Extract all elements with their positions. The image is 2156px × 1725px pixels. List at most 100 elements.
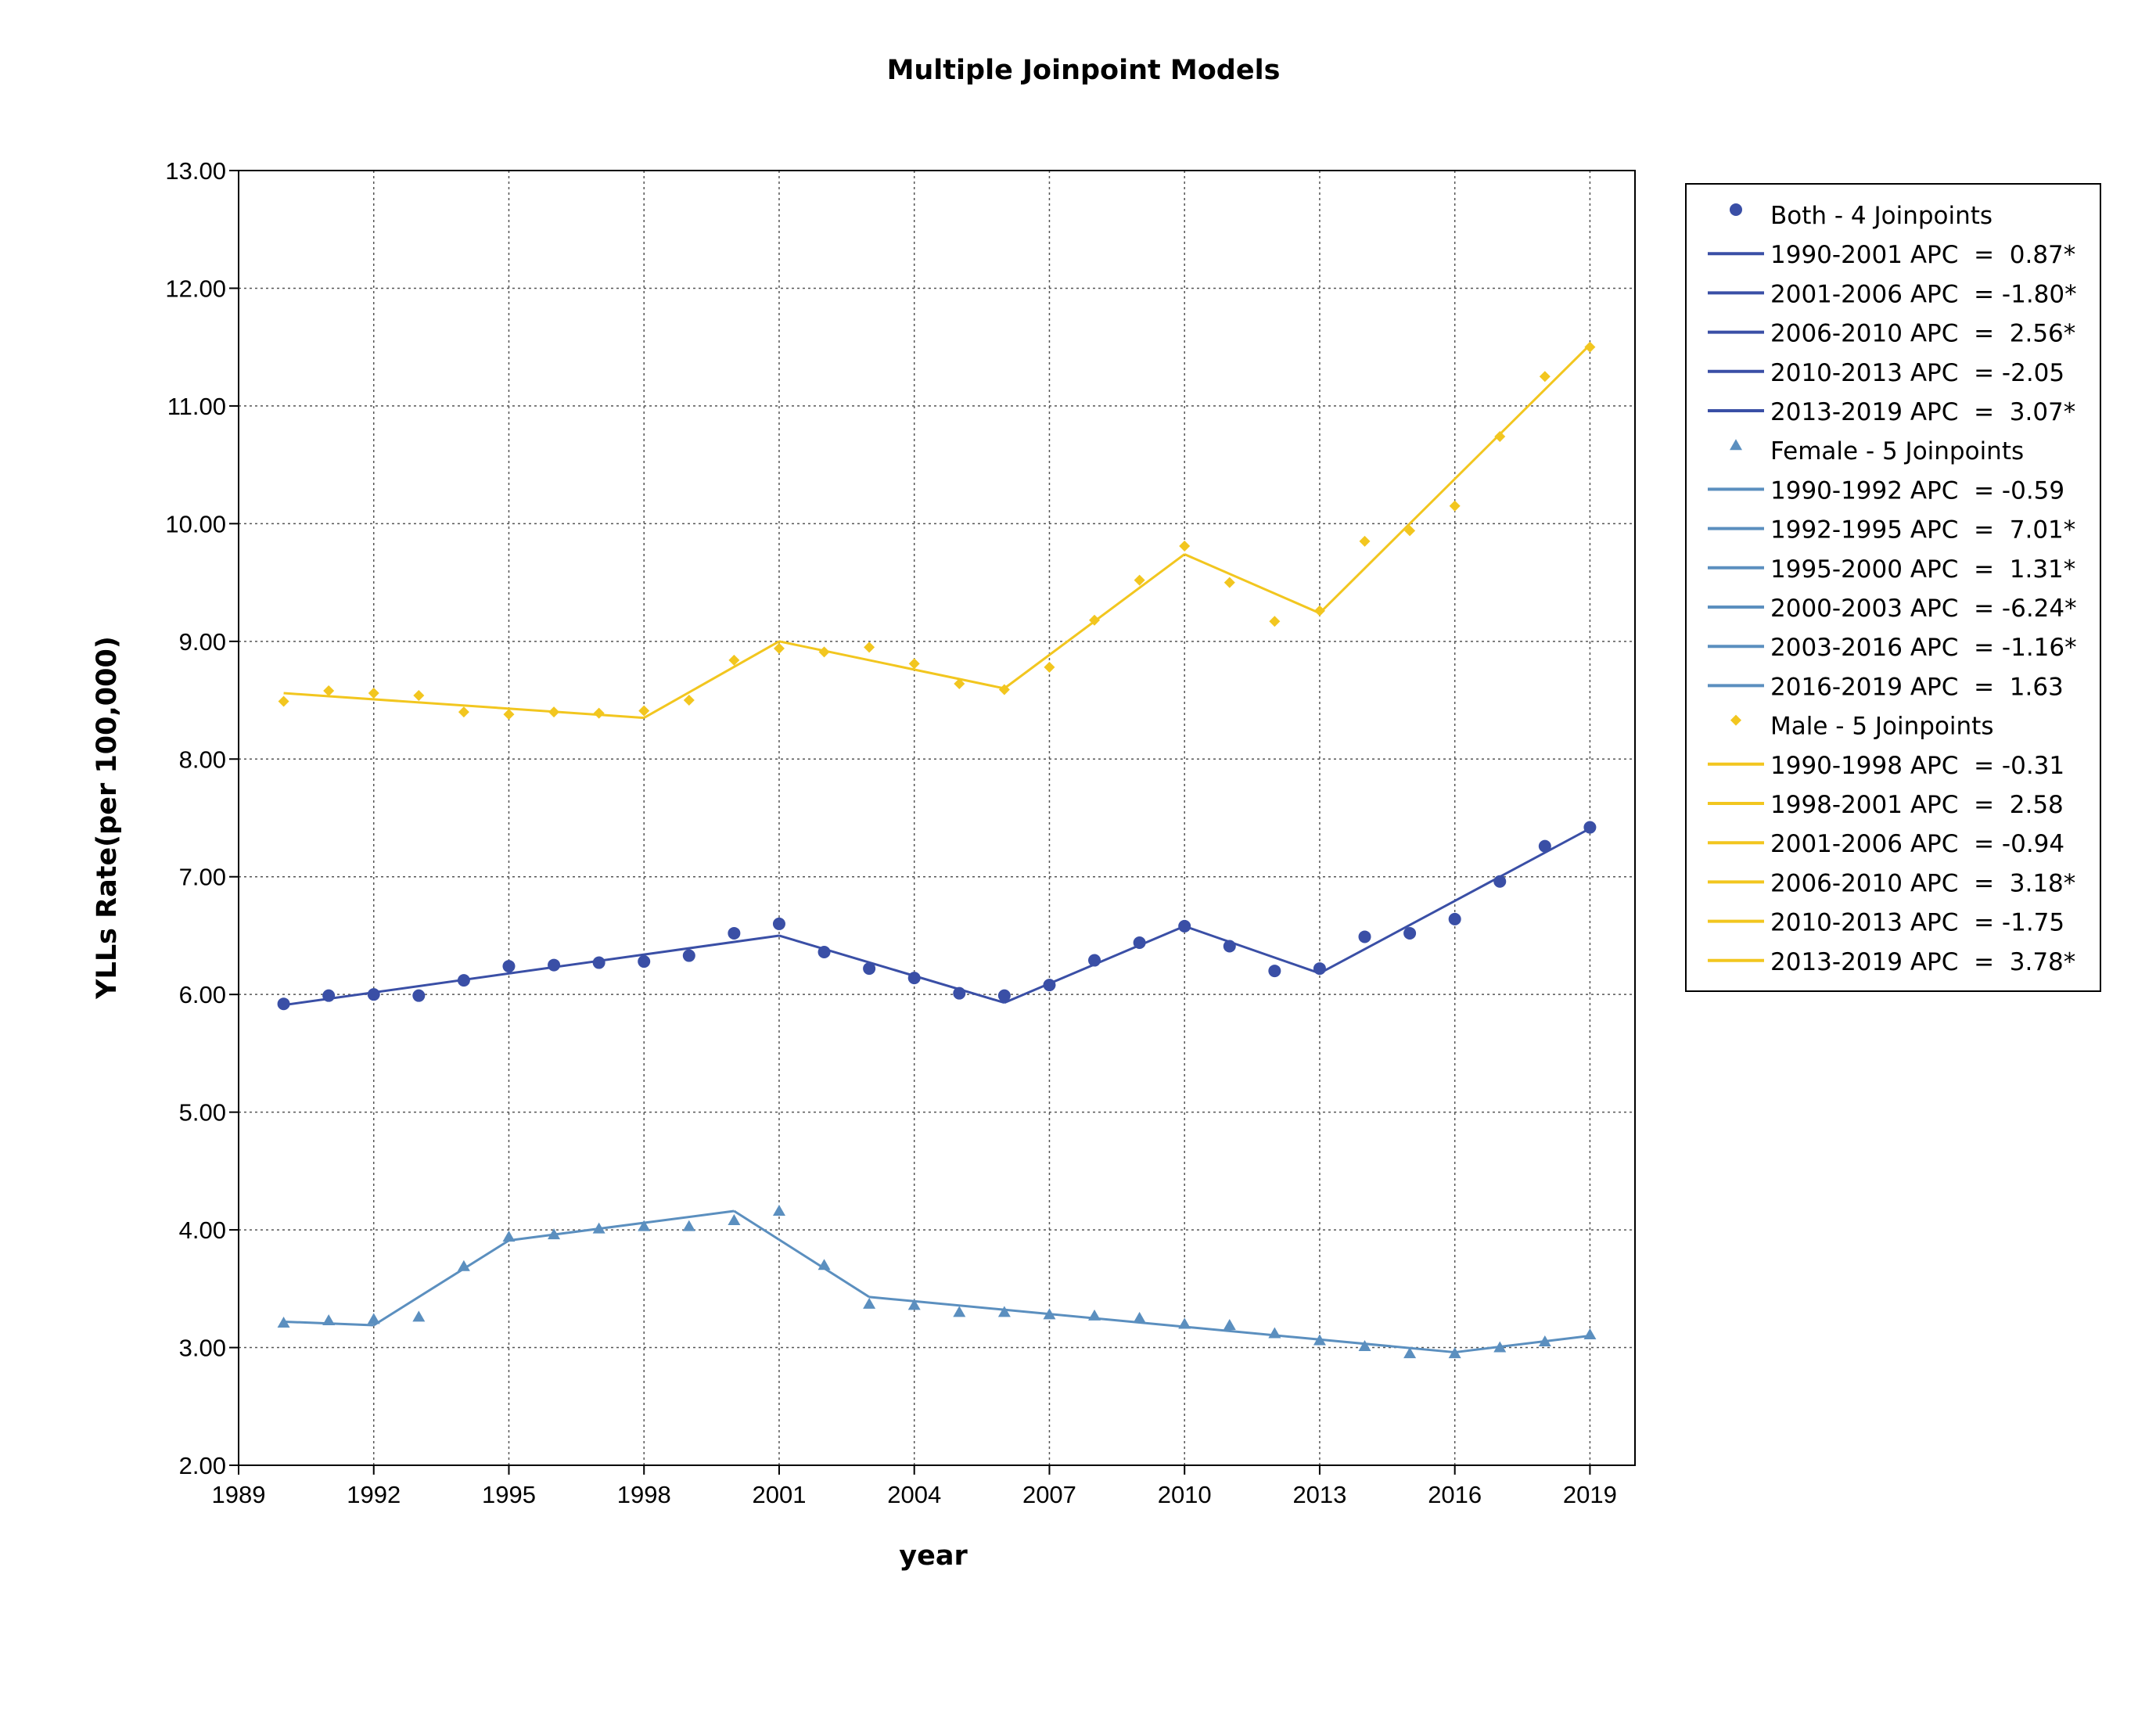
data-point-male (1269, 616, 1281, 627)
x-tick-label: 2016 (1428, 1481, 1482, 1508)
x-tick-label: 2019 (1563, 1481, 1617, 1508)
legend-segment-label: 2006-2010 APC = 2.56* (1770, 320, 2075, 348)
data-point-male (773, 642, 785, 654)
data-point-both (728, 926, 741, 940)
legend-segment-label: 1995-2000 APC = 1.31* (1770, 555, 2075, 584)
data-point-male (864, 641, 875, 653)
plot-area-border (238, 170, 1636, 1466)
data-point-female (638, 1220, 651, 1231)
series-female (277, 1205, 1597, 1359)
data-point-male (1313, 605, 1325, 616)
legend-segment-label: 1990-1998 APC = -0.31 (1770, 752, 2064, 780)
data-point-male (368, 688, 379, 699)
data-point-female (1313, 1334, 1326, 1346)
trend-segment-both (1319, 827, 1591, 975)
legend-segment-label: 1990-1992 APC = -0.59 (1770, 476, 2064, 505)
data-point-female (1403, 1347, 1417, 1359)
trend-segment-female (1454, 1335, 1590, 1354)
data-point-male (638, 705, 650, 717)
y-axis: 2.00 3.00 4.00 5.00 6.00 7.00 8.00 9.00 10.00 11.… (165, 157, 239, 1479)
data-point-both (863, 962, 876, 976)
data-point-both (412, 989, 426, 1002)
data-point-male (323, 685, 335, 697)
legend-segment-label: 1990-2001 APC = 0.87* (1770, 241, 2075, 269)
data-point-male (413, 690, 425, 702)
data-point-male (458, 706, 469, 718)
data-point-female (1133, 1311, 1146, 1323)
y-tick-label: 11.00 (167, 393, 226, 420)
data-point-female (907, 1299, 921, 1310)
data-point-both (367, 988, 380, 1001)
data-point-both (682, 949, 695, 962)
x-axis: 1989 1992 1995 1998 2001 2004 2007 2010 2013 2016… (212, 1465, 1617, 1508)
trend-segment-both (778, 934, 1005, 1004)
data-point-male (908, 658, 920, 670)
data-point-both (1223, 940, 1236, 953)
trend-segment-both (1184, 925, 1321, 975)
legend-series-label: Female - 5 Joinpoints (1770, 437, 2024, 465)
data-point-male (1404, 525, 1416, 537)
y-tick-label: 6.00 (179, 981, 226, 1008)
data-point-female (1088, 1309, 1101, 1321)
y-axis-label: YLLs Rate(per 100,000) (92, 636, 123, 1000)
trend-segment-male (1318, 343, 1591, 614)
y-tick-label: 4.00 (179, 1216, 226, 1244)
data-point-female (772, 1205, 785, 1216)
x-tick-label: 2001 (752, 1481, 806, 1508)
legend-marker-both (1730, 203, 1742, 216)
legend-segment-label: 2013-2019 APC = 3.78* (1770, 948, 2075, 976)
data-point-male (954, 677, 965, 689)
data-point-female (1493, 1341, 1507, 1353)
legend-segment-label: 1992-1995 APC = 7.01* (1770, 516, 2075, 544)
data-point-female (728, 1214, 741, 1226)
y-tick-label: 10.00 (165, 510, 226, 537)
x-tick-label: 1992 (347, 1481, 401, 1508)
data-point-female (953, 1306, 966, 1317)
legend-segment-label: 2010-2013 APC = -1.75 (1770, 909, 2064, 937)
data-point-male (1584, 341, 1596, 353)
data-point-male (818, 646, 830, 658)
data-point-both (548, 958, 561, 972)
x-tick-label: 2010 (1158, 1481, 1212, 1508)
trend-segment-both (283, 934, 780, 1007)
data-point-both (1448, 912, 1461, 925)
data-point-female (1178, 1317, 1191, 1329)
legend: Both - 4 Joinpoints 1990-2001 APC = 0.87*… (1685, 183, 2101, 992)
legend-segment-label: 2013-2019 APC = 3.07* (1770, 398, 2075, 426)
data-point-male (593, 707, 605, 719)
data-point-both (1538, 839, 1551, 853)
legend-segment-label: 2006-2010 APC = 3.18* (1770, 869, 2075, 897)
data-point-male (1449, 500, 1461, 512)
trend-segment-female (868, 1296, 1455, 1354)
data-point-female (863, 1297, 876, 1309)
legend-segment-label: 2016-2019 APC = 1.63 (1770, 673, 2064, 701)
data-point-female (367, 1313, 380, 1324)
data-point-both (1268, 965, 1281, 978)
y-tick-label: 8.00 (179, 746, 226, 773)
y-tick-label: 2.00 (179, 1452, 226, 1479)
trend-segment-male (643, 640, 780, 719)
data-point-female (502, 1231, 516, 1242)
data-point-male (1089, 614, 1101, 626)
data-point-both (592, 956, 605, 969)
data-point-female (1358, 1340, 1371, 1352)
data-point-female (548, 1228, 561, 1240)
y-tick-label: 7.00 (179, 864, 226, 891)
data-point-female (997, 1306, 1011, 1317)
y-tick-label: 12.00 (165, 275, 226, 302)
legend-segment-label: 2010-2013 APC = -2.05 (1770, 359, 2064, 387)
data-point-male (278, 695, 289, 707)
y-tick-label: 3.00 (179, 1335, 226, 1362)
data-point-male (1224, 577, 1235, 588)
data-point-both (1133, 936, 1146, 949)
data-point-female (1538, 1335, 1551, 1347)
data-point-female (277, 1316, 290, 1328)
legend-segment-label: 2001-2006 APC = -1.80* (1770, 280, 2077, 308)
x-tick-label: 1995 (482, 1481, 536, 1508)
legend-segment-label: 2003-2016 APC = -1.16* (1770, 634, 2077, 662)
data-point-both (1358, 930, 1371, 943)
legend-segment-label: 2001-2006 APC = -0.94 (1770, 830, 2064, 858)
data-point-both (502, 960, 516, 973)
y-tick-label: 5.00 (179, 1099, 226, 1127)
data-point-male (1494, 431, 1506, 443)
